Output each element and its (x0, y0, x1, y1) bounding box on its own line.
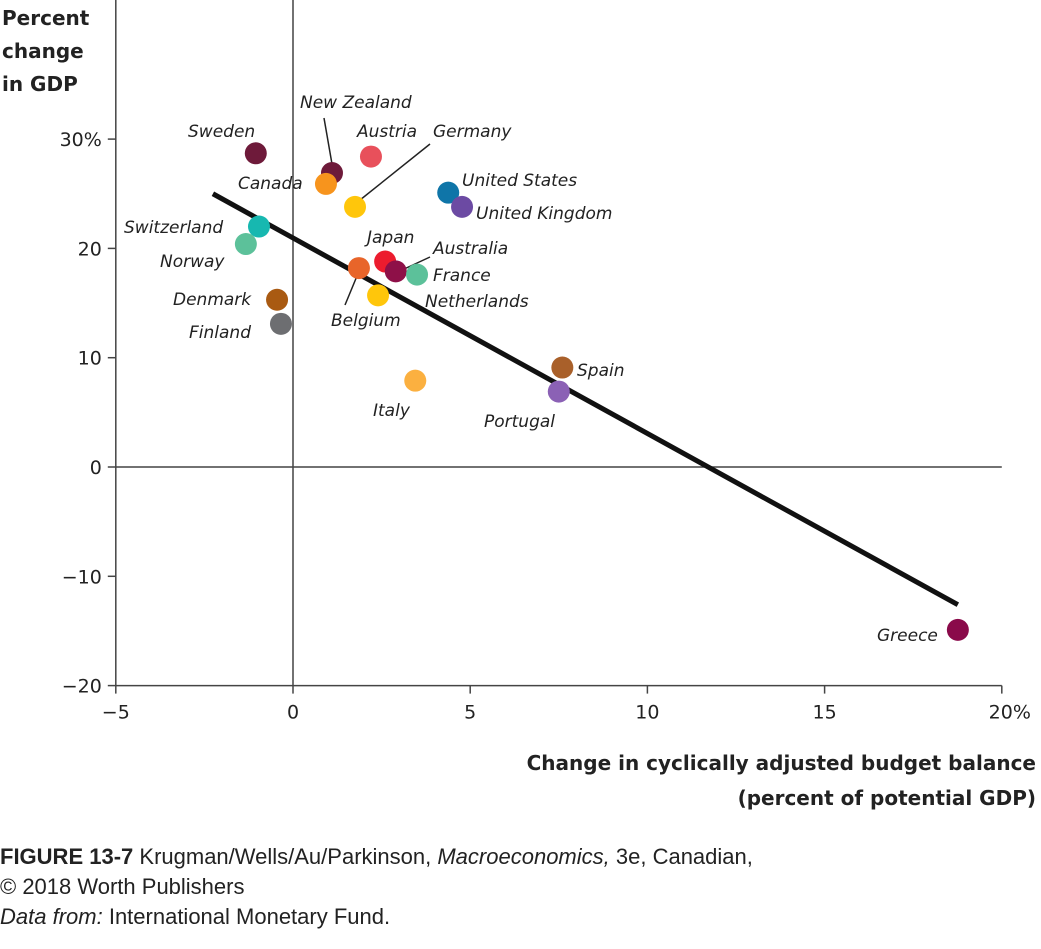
y-axis-title: in GDP (2, 72, 78, 96)
point-label: New Zealand (300, 93, 412, 113)
point-label: Australia (432, 239, 508, 259)
y-axis-title: change (2, 39, 84, 63)
data-point-united-states (437, 181, 460, 204)
data-point-canada (314, 172, 337, 195)
caption-edition: 3e, Canadian, (615, 844, 753, 869)
point-label: France (433, 266, 491, 286)
x-tick-label: 10 (635, 702, 659, 724)
data-point-greece (946, 618, 969, 641)
data-point-denmark (266, 288, 289, 311)
caption-source: International Monetary Fund. (108, 904, 391, 929)
data-point-france (406, 263, 429, 286)
point-label: Netherlands (425, 292, 529, 312)
caption-source-label: Data from: (0, 904, 103, 929)
x-tick-label: 0 (287, 702, 299, 724)
data-point-austria (359, 145, 382, 168)
x-tick-label: 20% (989, 702, 1031, 724)
point-label: Finland (189, 323, 251, 343)
point-label: Canada (238, 174, 303, 194)
leader-line (344, 275, 358, 306)
point-label: Switzerland (124, 218, 223, 238)
data-point-italy (404, 369, 427, 392)
caption-authors: Krugman/Wells/Au/Parkinson, (139, 844, 432, 869)
trend-line (211, 191, 960, 607)
caption-book: Macroeconomics, (437, 844, 610, 869)
y-axis-title: Percent (2, 6, 90, 30)
point-label: Sweden (188, 122, 255, 142)
point-label: Italy (373, 401, 411, 421)
x-tick-label: 5 (464, 702, 476, 724)
point-label: Germany (433, 122, 512, 142)
data-point-united-kingdom (451, 195, 474, 218)
y-tick-label: 10 (78, 348, 102, 370)
leader-line (401, 256, 431, 271)
point-label: United States (462, 171, 577, 191)
y-tick-label: −20 (62, 676, 102, 698)
point-label: Portugal (484, 412, 555, 432)
x-tick-label: −5 (102, 702, 130, 724)
data-point-portugal (547, 380, 570, 403)
y-tick-label: 0 (90, 457, 102, 479)
data-point-switzerland (247, 215, 270, 238)
data-point-germany (344, 195, 367, 218)
leader-line (323, 117, 333, 165)
scatter-chart: −5 0 5 10 15 20% −20 −10 0 10 20 30% Percent change in… (2, 0, 1036, 810)
point-label: Greece (877, 626, 938, 646)
figure-caption: FIGURE 13-7 Krugman/Wells/Au/Parkinson, … (0, 842, 753, 932)
data-point-belgium (347, 257, 370, 280)
y-tick-label: 20 (78, 238, 102, 260)
y-tick-label: 30% (60, 129, 102, 151)
point-label: Austria (356, 122, 417, 142)
data-point-sweden (244, 142, 267, 165)
x-axis-title: (percent of potential GDP) (738, 786, 1036, 810)
point-label: United Kingdom (476, 204, 612, 224)
figure-number: FIGURE 13-7 (0, 844, 134, 869)
x-tick-label: 15 (813, 702, 837, 724)
leader-line (359, 143, 431, 201)
x-axis-title: Change in cyclically adjusted budget bal… (527, 751, 1036, 775)
point-label: Norway (160, 252, 225, 272)
caption-copyright: © 2018 Worth Publishers (0, 874, 245, 899)
data-point-norway (234, 233, 257, 256)
y-tick-label: −10 (62, 566, 102, 588)
data-point-australia (384, 260, 407, 283)
point-label: Spain (577, 361, 625, 381)
point-label: Denmark (173, 290, 252, 310)
point-label: Belgium (331, 311, 401, 331)
data-point-spain (551, 356, 574, 379)
data-point-finland (269, 312, 292, 335)
data-point-netherlands (367, 284, 390, 307)
point-label: Japan (364, 228, 414, 248)
